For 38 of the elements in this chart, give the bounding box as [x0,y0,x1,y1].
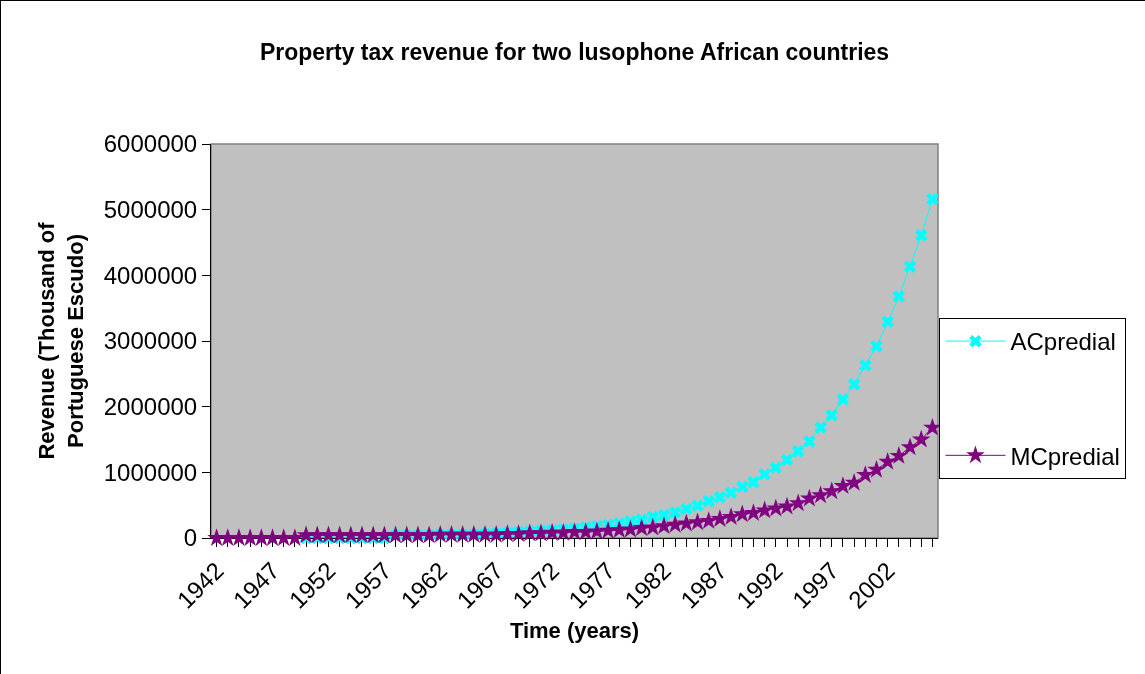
point [758,468,771,481]
y-tick-label: 5000000 [103,196,198,224]
point [702,495,715,508]
point [926,192,939,206]
y-tick-label: 0 [183,524,198,552]
point [724,486,738,499]
chart-title: Property tax revenue for two lusophone African countries [259,38,890,65]
point [847,378,861,391]
point [668,506,682,519]
y-tick-label: 1000000 [103,458,198,486]
point [657,508,671,522]
point [747,475,760,489]
point [881,315,894,329]
y-tick-label: 6000000 [103,130,198,158]
point [769,461,783,474]
point [915,229,928,242]
point [892,290,906,303]
x-axis-title: Time (years) [509,618,640,644]
y-tick-label: 3000000 [103,327,198,355]
point [859,359,872,372]
point [803,435,816,448]
point [825,408,838,422]
y-tick-label: 2000000 [103,393,198,421]
point [791,445,805,458]
point [713,491,727,504]
point [680,502,693,516]
point [691,499,704,513]
y-tick-label: 4000000 [103,261,198,289]
legend-label: ACpredial [1010,328,1116,356]
point [814,421,827,434]
point [646,510,660,524]
point [780,453,794,467]
point [870,340,883,353]
point [736,480,749,493]
legend-label: MCpredial [1010,442,1120,470]
point [903,260,917,274]
point [836,393,850,406]
y-axis-title: Revenue (Thousand of Portuguese Escudo) [33,221,88,460]
